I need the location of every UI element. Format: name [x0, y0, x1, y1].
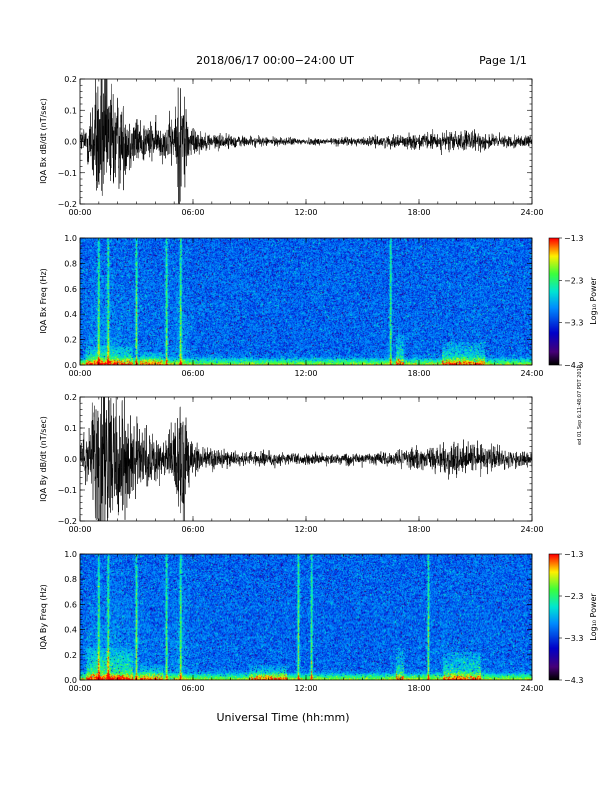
y-tick-label: 0.4	[64, 626, 77, 635]
x-tick-label: 00:00	[68, 684, 91, 693]
y-tick-label: 0.8	[64, 259, 77, 268]
colorbar: −1.3 −2.3 −3.3 −4.3 Log₁₀ Power	[548, 550, 598, 685]
x-tick-label: 00:00	[68, 208, 91, 217]
x-tick-label: 24:00	[520, 684, 543, 693]
colorbar-tick-label: −3.3	[564, 634, 583, 643]
x-tick-label: 18:00	[407, 208, 430, 217]
spectrogram-image	[80, 238, 532, 365]
colorbar-tick-label: −1.3	[564, 234, 583, 243]
y-axis-label: IQA By dB/dt (nT/sec)	[39, 416, 48, 502]
colorbar-ticks: −1.3 −2.3 −3.3 −4.3	[559, 550, 583, 685]
x-tick-label: 12:00	[294, 525, 317, 534]
y-tick-label: −0.2	[58, 517, 77, 526]
colorbar: −1.3 −2.3 −3.3 −4.3 Log₁₀ Power	[548, 234, 598, 370]
y-axis-label: IQA Bx Freq (Hz)	[39, 268, 48, 334]
y-tick-label: 0.2	[64, 75, 77, 84]
y-tick-label: 0.0	[64, 676, 77, 685]
y-tick-label: −0.1	[58, 486, 77, 495]
colorbar-ticks: −1.3 −2.3 −3.3 −4.3	[559, 234, 583, 370]
colorbar-tick-label: −2.3	[564, 276, 583, 285]
y-tick-label: 0.4	[64, 310, 77, 319]
waveform-trace	[80, 79, 532, 204]
x-tick-label: 00:00	[68, 369, 91, 378]
y-ticks: 0.2 0.1 0.0 −0.1 −0.2	[58, 393, 532, 526]
figure-title: 2018/06/17 00:00−24:00 UT	[196, 54, 354, 67]
x-ticks: 00:00 06:00 12:00 18:00 24:00	[68, 79, 544, 217]
y-tick-label: 1.0	[64, 234, 77, 243]
y-tick-label: 0.1	[64, 106, 77, 115]
colorbar-tick-label: −2.3	[564, 592, 583, 601]
page-indicator: Page 1/1	[479, 54, 527, 67]
trace-group	[80, 79, 532, 204]
panel-by-waveform: 0.2 0.1 0.0 −0.1 −0.200:00 06:00 12:00 18:00 24:…	[39, 393, 544, 534]
y-tick-label: −0.2	[58, 200, 77, 209]
y-tick-label: 1.0	[64, 550, 77, 559]
y-tick-label: 0.0	[64, 361, 77, 370]
colorbar-tick-label: −3.3	[564, 319, 583, 328]
y-tick-label: 0.0	[64, 138, 77, 147]
y-ticks: 1.0 0.8 0.6 0.4 0.2 0.0	[64, 234, 532, 370]
colorbar-label: Log₁₀ Power	[589, 277, 598, 325]
colorbar-tick-label: −1.3	[564, 550, 583, 559]
x-tick-label: 12:00	[294, 208, 317, 217]
x-tick-label: 12:00	[294, 684, 317, 693]
x-tick-label: 06:00	[181, 525, 204, 534]
x-tick-label: 18:00	[407, 525, 430, 534]
trace-group	[80, 397, 532, 521]
y-tick-label: 0.8	[64, 575, 77, 584]
x-tick-label: 00:00	[68, 525, 91, 534]
colorbar-label: Log₁₀ Power	[589, 593, 598, 641]
y-tick-label: 0.1	[64, 424, 77, 433]
x-tick-label: 24:00	[520, 369, 543, 378]
x-axis-label: Universal Time (hh:mm)	[217, 711, 350, 724]
colorbar-tick-label: −4.3	[564, 676, 583, 685]
x-tick-label: 18:00	[407, 369, 430, 378]
panel-bx-spectrogram: 1.0 0.8 0.6 0.4 0.2 0.000:00 06:00 12:00 18:00 24…	[39, 234, 598, 378]
x-tick-label: 12:00	[294, 369, 317, 378]
y-tick-label: 0.2	[64, 393, 77, 402]
x-tick-label: 24:00	[520, 208, 543, 217]
x-tick-label: 24:00	[520, 525, 543, 534]
y-tick-label: 0.6	[64, 285, 77, 294]
panel-bx-waveform: 0.2 0.1 0.0 −0.1 −0.200:00 06:00 12:00 18:00 24:…	[39, 75, 544, 217]
x-ticks: 00:00 06:00 12:00 18:00 24:00	[68, 397, 544, 534]
colorbar-image	[549, 238, 559, 365]
x-ticks: 00:00 06:00 12:00 18:00 24:00	[68, 554, 544, 693]
x-tick-label: 06:00	[181, 369, 204, 378]
y-tick-label: 0.0	[64, 455, 77, 464]
y-axis-label: IQA Bx dB/dt (nT/sec)	[39, 98, 48, 184]
y-ticks: 0.2 0.1 0.0 −0.1 −0.2	[58, 75, 532, 209]
y-tick-label: 0.2	[64, 336, 77, 345]
side-stamp: ed 01 Sep 6:11:48:07 PDT 2019	[577, 365, 583, 445]
spectrogram-image	[80, 554, 532, 680]
colorbar-tick-label: −4.3	[564, 361, 583, 370]
panel-by-spectrogram: 1.0 0.8 0.6 0.4 0.2 0.000:00 06:00 12:00 18:00 24…	[39, 550, 598, 693]
waveform-trace	[80, 397, 532, 521]
x-ticks: 00:00 06:00 12:00 18:00 24:00	[68, 238, 544, 378]
x-tick-label: 18:00	[407, 684, 430, 693]
y-tick-label: 0.6	[64, 600, 77, 609]
y-ticks: 1.0 0.8 0.6 0.4 0.2 0.0	[64, 550, 532, 685]
y-axis-label: IQA By Freq (Hz)	[39, 584, 48, 650]
colorbar-image	[549, 554, 559, 680]
y-tick-label: 0.2	[64, 651, 77, 660]
y-tick-label: −0.1	[58, 169, 77, 178]
x-tick-label: 06:00	[181, 208, 204, 217]
x-tick-label: 06:00	[181, 684, 204, 693]
